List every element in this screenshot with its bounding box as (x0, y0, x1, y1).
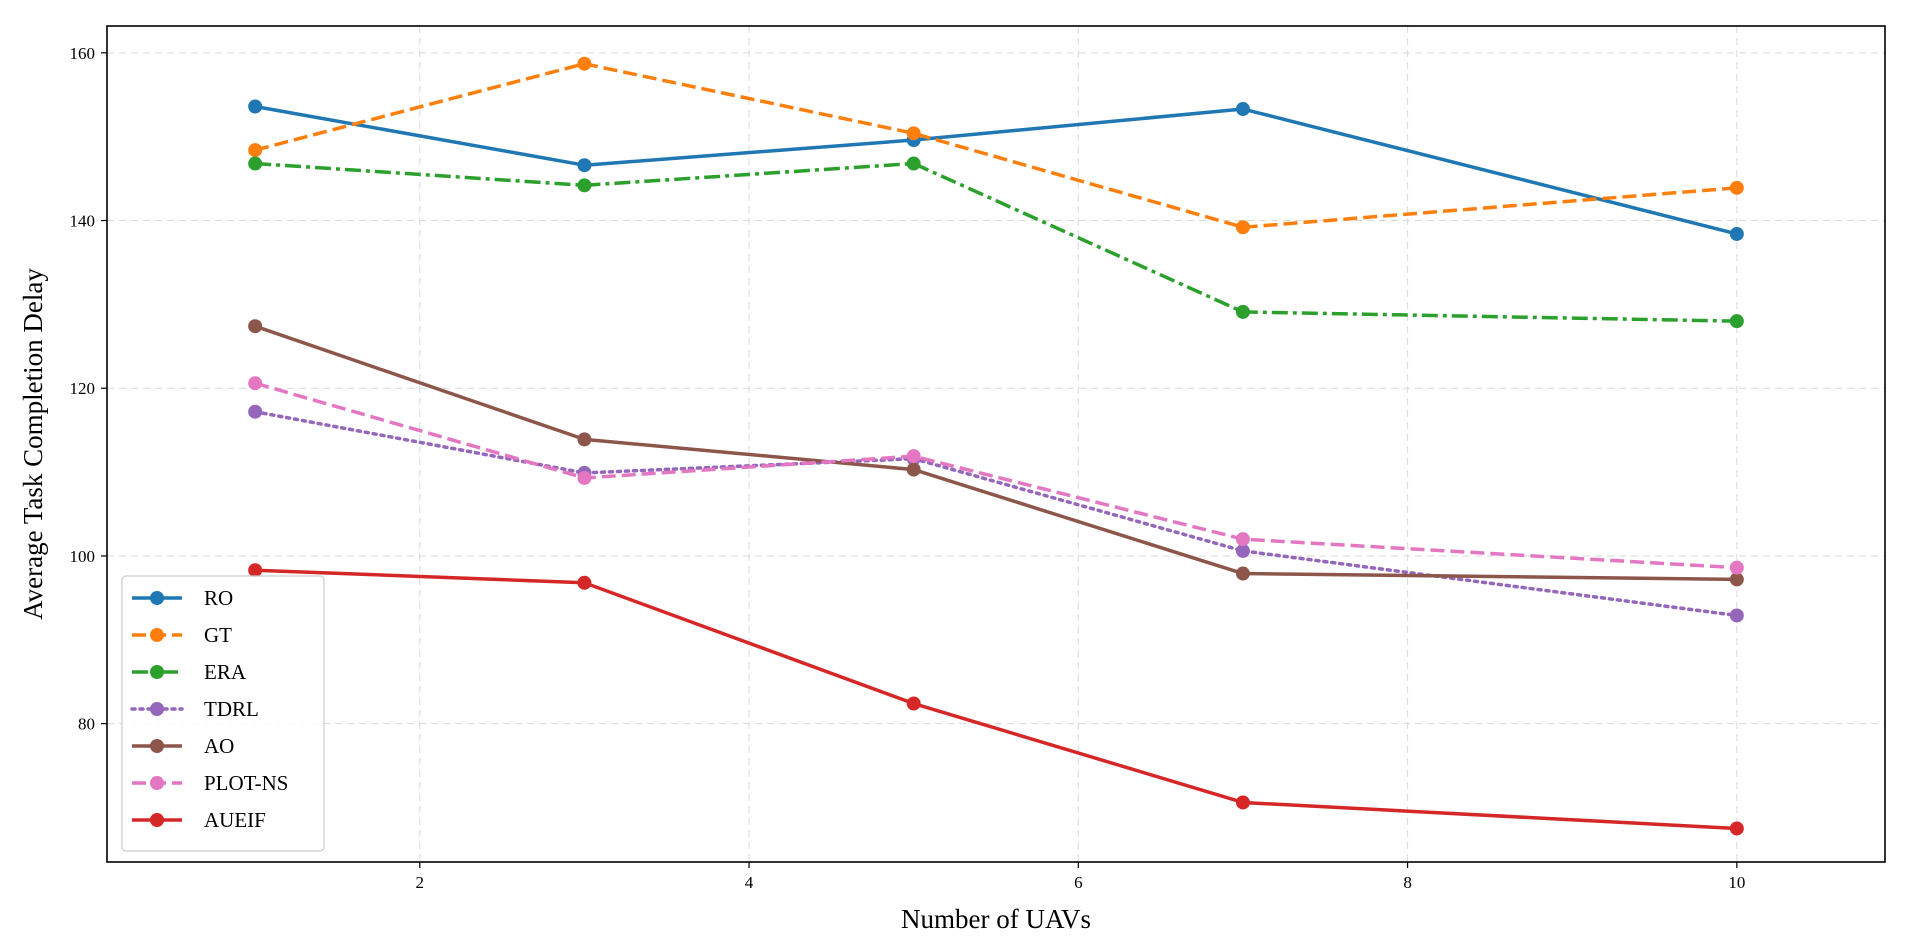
legend-marker-ao (150, 739, 164, 753)
y-tick-label: 160 (70, 44, 96, 63)
y-tick-label: 120 (70, 379, 96, 398)
legend-item-tdrl: TDRL (130, 697, 259, 721)
data-point-ao (248, 319, 263, 334)
legend-label-tdrl: TDRL (204, 697, 259, 721)
data-point-era (906, 156, 921, 171)
axes-layer: 2 4 6 8 10 80 100 120 140 160 (70, 44, 1746, 892)
grid (107, 26, 1885, 862)
legend-marker-tdrl (150, 702, 164, 716)
data-point-aueif (248, 563, 263, 578)
legend-label-aueif: AUEIF (204, 808, 266, 832)
legend-label-ro: RO (204, 586, 233, 610)
data-point-gt (906, 126, 921, 141)
data-point-era (248, 156, 263, 171)
legend-label-plot-ns: PLOT-NS (204, 771, 288, 795)
legend: RO GT ERA TDRL AO PLOT-NS AUEIF (121, 575, 325, 852)
data-point-gt (248, 143, 263, 158)
data-point-ao (1235, 566, 1250, 581)
legend-item-era: ERA (132, 660, 247, 684)
data-point-ro (577, 158, 592, 173)
x-tick-label: 4 (745, 873, 754, 892)
data-point-ro (1729, 226, 1744, 241)
legend-item-plot-ns: PLOT-NS (132, 771, 288, 795)
y-tick-label: 140 (70, 212, 96, 231)
data-point-gt (1729, 180, 1744, 195)
legend-item-ro: RO (132, 586, 233, 610)
x-tick-label: 2 (416, 873, 425, 892)
legend-marker-ro (150, 591, 164, 605)
data-point-plot-ns (248, 376, 263, 391)
legend-label-ao: AO (204, 734, 234, 758)
data-point-aueif (906, 696, 921, 711)
legend-label-era: ERA (204, 660, 247, 684)
data-point-gt (1235, 220, 1250, 235)
data-point-tdrl (248, 404, 263, 419)
data-point-era (1729, 314, 1744, 329)
data-point-tdrl (1729, 608, 1744, 623)
series-layer (248, 56, 1744, 836)
data-point-aueif (577, 575, 592, 590)
x-tick-label: 6 (1074, 873, 1083, 892)
data-point-plot-ns (577, 470, 592, 485)
series-ao (248, 319, 1744, 587)
series-line-gt (254, 61, 1737, 229)
legend-item-ao: AO (132, 734, 234, 758)
x-tick-label: 10 (1728, 873, 1745, 892)
data-point-aueif (1235, 795, 1250, 810)
data-point-plot-ns (906, 449, 921, 464)
data-point-ao (577, 432, 592, 447)
x-axis-title: Number of UAVs (901, 904, 1091, 934)
data-point-ao (1729, 572, 1744, 587)
data-point-era (577, 178, 592, 193)
y-tick-label: 100 (70, 547, 96, 566)
series-era (248, 156, 1744, 329)
data-point-tdrl (1235, 543, 1250, 558)
series-gt (248, 56, 1744, 235)
y-axis-title: Average Task Completion Delay (18, 268, 48, 620)
data-point-ao (906, 462, 921, 477)
data-point-gt (577, 56, 592, 71)
legend-marker-plot-ns (150, 776, 164, 790)
legend-item-aueif: AUEIF (132, 808, 266, 832)
legend-label-gt: GT (204, 623, 232, 647)
x-tick-label: 8 (1403, 873, 1412, 892)
data-point-ro (1235, 102, 1250, 117)
legend-marker-era (150, 665, 164, 679)
plot-frame (106, 25, 1886, 863)
series-plot-ns (248, 376, 1744, 575)
legend-marker-gt (150, 628, 164, 642)
data-point-era (1235, 304, 1250, 319)
legend-marker-aueif (150, 813, 164, 827)
series-aueif (248, 563, 1744, 836)
y-tick-label: 80 (78, 715, 95, 734)
data-point-aueif (1729, 821, 1744, 836)
legend-item-gt: GT (132, 623, 232, 647)
data-point-plot-ns (1235, 532, 1250, 547)
series-line-era (255, 161, 1737, 323)
data-point-ro (248, 99, 263, 114)
data-point-plot-ns (1729, 560, 1744, 575)
